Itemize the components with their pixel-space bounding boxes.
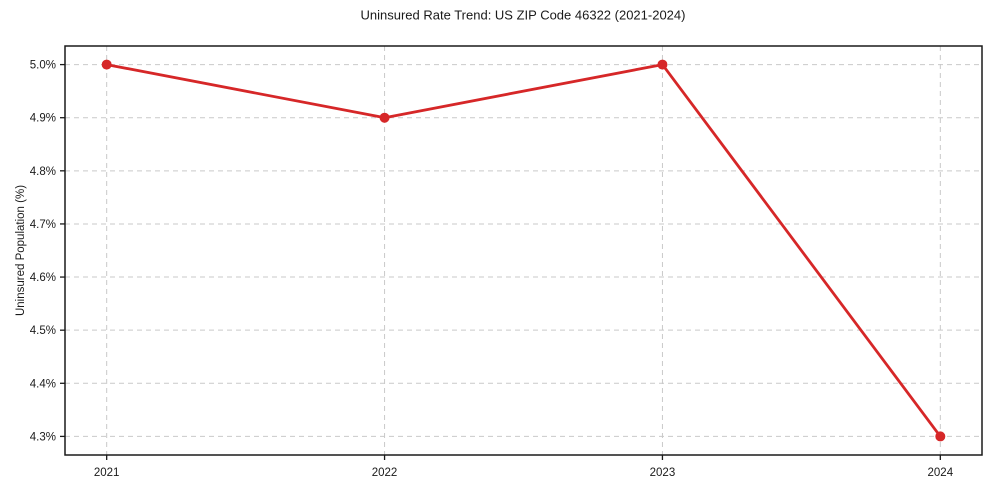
y-tick-label: 4.3% [30,431,56,443]
data-point-marker [379,112,390,123]
y-tick-label: 4.7% [30,219,56,231]
x-tick-label: 2024 [928,467,954,479]
y-tick-label: 4.8% [30,166,56,178]
data-series [101,59,946,442]
y-tick-label: 4.6% [30,272,56,284]
plot-border [64,45,983,456]
y-tick-label: 4.4% [30,378,56,390]
x-tick-label: 2023 [650,467,676,479]
x-tick-label: 2021 [94,467,120,479]
y-tick-label: 5.0% [30,60,56,72]
data-point-marker [935,431,946,442]
data-point-marker [101,59,112,70]
y-tick-label: 4.5% [30,325,56,337]
axes: 4.3% 4.4% 4.5% 4.6% 4.7% 4.8% 4.9% 5.0% 2021 2022… [30,45,983,479]
data-point-marker [657,59,668,70]
trend-line [105,63,942,438]
y-axis-label: Uninsured Population (%) [15,185,27,316]
chart-title: Uninsured Rate Trend: US ZIP Code 46322 … [361,8,686,23]
x-tick-label: 2022 [372,467,398,479]
y-tick-label: 4.9% [30,113,56,125]
